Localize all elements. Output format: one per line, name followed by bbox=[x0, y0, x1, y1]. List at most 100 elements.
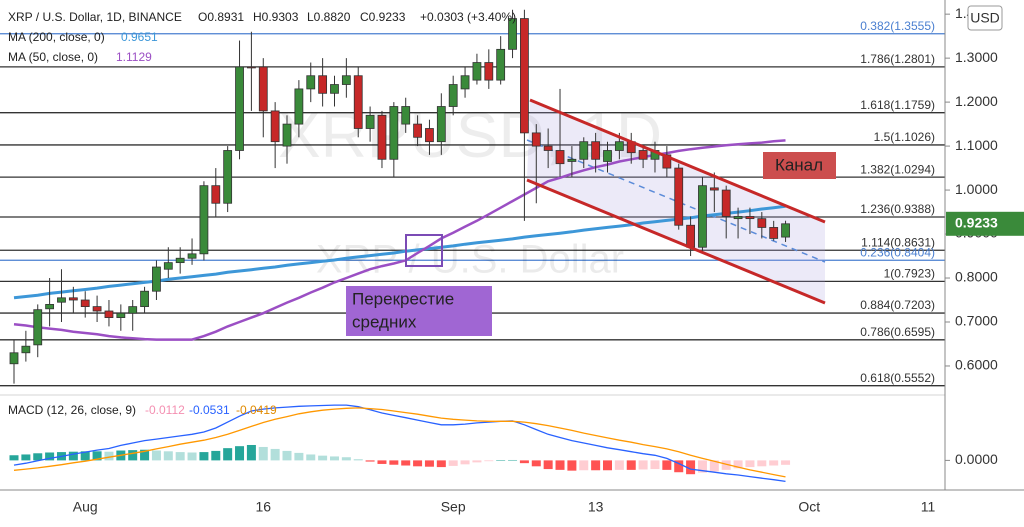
candle-body bbox=[733, 216, 743, 220]
annotation: Канал bbox=[775, 155, 823, 174]
candle-body bbox=[496, 48, 506, 81]
histogram-bar bbox=[508, 459, 518, 461]
histogram-bar bbox=[638, 460, 648, 470]
ohlc-change: +0.0303 (+3.40%) bbox=[420, 10, 516, 24]
histogram-bar bbox=[745, 460, 755, 468]
candle-body bbox=[709, 187, 719, 191]
ohlc-open: O0.8931 bbox=[198, 10, 244, 24]
candle-body bbox=[306, 75, 316, 90]
histogram-bar bbox=[294, 452, 304, 461]
histogram-bar bbox=[140, 449, 150, 461]
histogram-bar bbox=[413, 460, 423, 467]
candle-body bbox=[579, 141, 589, 160]
candle-body bbox=[662, 154, 672, 169]
candle-body bbox=[45, 304, 55, 310]
currency-box[interactable] bbox=[967, 5, 1003, 31]
histogram-bar bbox=[187, 452, 197, 461]
y-tick-label: 1.2000 bbox=[955, 93, 998, 109]
candle-body bbox=[175, 257, 185, 264]
x-tick-label: 11 bbox=[921, 499, 936, 515]
histogram-bar bbox=[9, 455, 19, 461]
candle-body bbox=[377, 114, 387, 160]
candle-body bbox=[721, 189, 731, 217]
candle-body bbox=[104, 310, 114, 319]
ohlc-close: C0.9233 bbox=[360, 10, 406, 24]
candle-body bbox=[318, 75, 328, 94]
ohlc-high: H0.9303 bbox=[253, 10, 299, 24]
candle-body bbox=[781, 223, 790, 238]
candle-body bbox=[365, 114, 375, 129]
candle-body bbox=[223, 150, 233, 204]
histogram-bar bbox=[246, 444, 256, 461]
fib-label: 0.786(0.6595) bbox=[860, 325, 935, 339]
fib-label: 1.5(1.1026) bbox=[874, 130, 935, 144]
candle-body bbox=[258, 66, 268, 112]
histogram-bar bbox=[697, 460, 707, 473]
y-tick-label: 0.0000 bbox=[955, 451, 998, 467]
macd-line bbox=[13, 407, 786, 478]
candle-body bbox=[163, 262, 173, 270]
candle-body bbox=[152, 266, 161, 292]
histogram-bar bbox=[163, 451, 173, 461]
price-tag-label: 0.9233 bbox=[955, 214, 998, 230]
histogram-bar bbox=[519, 460, 529, 464]
candle-body bbox=[436, 106, 446, 143]
candle-body bbox=[555, 150, 565, 165]
histogram-bar bbox=[614, 460, 624, 470]
histogram-bar bbox=[223, 448, 233, 461]
histogram-bar bbox=[353, 459, 363, 461]
legend-label: MA (50, close, 0) bbox=[8, 50, 98, 64]
histogram-bar bbox=[543, 460, 553, 470]
axis-layer: 1.40001.30001.20001.10001.00000.90000.80… bbox=[73, 5, 1024, 515]
histogram-bar bbox=[68, 451, 78, 461]
histogram-bar bbox=[318, 455, 328, 461]
x-tick-label: 16 bbox=[255, 499, 271, 515]
histogram-bar bbox=[721, 460, 731, 470]
fib-label: 0.884(0.7203) bbox=[860, 298, 935, 312]
candle-body bbox=[187, 253, 197, 259]
indicator-value: -0.0531 bbox=[189, 403, 230, 417]
histogram-bar bbox=[306, 454, 316, 461]
indicator-title: MACD (12, 26, close, 9) bbox=[8, 403, 136, 417]
histogram-bar bbox=[235, 446, 245, 461]
candle-body bbox=[698, 185, 707, 248]
histogram-bar bbox=[579, 460, 589, 471]
candle-body bbox=[508, 18, 517, 50]
candle-body bbox=[294, 88, 304, 125]
annotation-box bbox=[346, 286, 492, 336]
fib-label: 1.618(1.1759) bbox=[860, 98, 935, 112]
candle-body bbox=[270, 110, 280, 143]
cross-marker bbox=[405, 234, 443, 267]
y-tick-label: 1.0000 bbox=[955, 181, 998, 197]
candle-body bbox=[57, 297, 66, 303]
histogram-bar bbox=[591, 460, 601, 471]
price-tag bbox=[946, 211, 1024, 236]
fib-label: 0.618(0.5552) bbox=[860, 371, 935, 385]
channel-line bbox=[526, 178, 826, 305]
annotation: Перекрестие bbox=[352, 289, 454, 308]
annotation: средних bbox=[352, 312, 417, 331]
histogram-bar bbox=[21, 454, 31, 461]
fib-label: 1.114(0.8631) bbox=[861, 235, 935, 249]
histogram-bar bbox=[80, 451, 90, 461]
ohlc-low: L0.8820 bbox=[307, 10, 351, 24]
candle-body bbox=[520, 18, 529, 134]
channel-line bbox=[529, 98, 826, 224]
y-tick-label: 0.7000 bbox=[955, 313, 998, 329]
histogram-bar bbox=[258, 446, 268, 461]
legend-value: 1.1129 bbox=[116, 50, 152, 64]
histogram-bar bbox=[151, 450, 161, 461]
candle-body bbox=[638, 150, 648, 160]
histogram-bar bbox=[733, 460, 743, 469]
candle-body bbox=[341, 75, 351, 85]
candle-body bbox=[235, 66, 244, 151]
channel-midline bbox=[526, 139, 826, 263]
histogram-bar bbox=[674, 460, 684, 473]
fib-label: 0.382(1.3555) bbox=[860, 19, 935, 33]
y-tick-label: 1.3000 bbox=[955, 49, 998, 65]
x-tick-label: 13 bbox=[588, 499, 604, 515]
candle-body bbox=[686, 224, 695, 248]
candle-body bbox=[472, 62, 482, 81]
